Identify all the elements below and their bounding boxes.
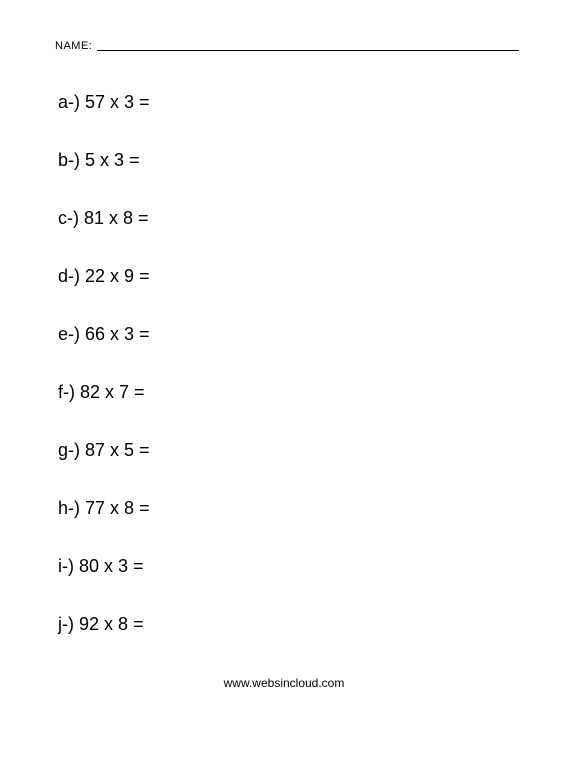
problem-row: d-) 22 x 9 =	[58, 266, 150, 287]
problem-expression: 57 x 3 =	[80, 92, 150, 112]
problem-row: j-) 92 x 8 =	[58, 614, 150, 635]
problem-label: f-)	[58, 382, 75, 402]
problem-row: a-) 57 x 3 =	[58, 92, 150, 113]
problem-label: g-)	[58, 440, 80, 460]
problems-list: a-) 57 x 3 = b-) 5 x 3 = c-) 81 x 8 = d-) 2…	[58, 92, 150, 672]
problem-expression: 77 x 8 =	[80, 498, 150, 518]
problem-expression: 82 x 7 =	[75, 382, 145, 402]
problem-label: c-)	[58, 208, 79, 228]
problem-expression: 87 x 5 =	[80, 440, 150, 460]
problem-row: b-) 5 x 3 =	[58, 150, 150, 171]
problem-row: i-) 80 x 3 =	[58, 556, 150, 577]
name-label: NAME:	[55, 40, 92, 52]
problem-label: i-)	[58, 556, 74, 576]
problem-expression: 5 x 3 =	[80, 150, 140, 170]
problem-row: g-) 87 x 5 =	[58, 440, 150, 461]
problem-expression: 66 x 3 =	[80, 324, 150, 344]
problem-label: a-)	[58, 92, 80, 112]
problem-row: f-) 82 x 7 =	[58, 382, 150, 403]
problem-label: j-)	[58, 614, 74, 634]
problem-expression: 81 x 8 =	[79, 208, 149, 228]
name-underline	[97, 50, 519, 51]
problem-row: h-) 77 x 8 =	[58, 498, 150, 519]
problem-expression: 80 x 3 =	[74, 556, 144, 576]
problem-label: h-)	[58, 498, 80, 518]
problem-expression: 22 x 9 =	[80, 266, 150, 286]
footer-url: www.websincloud.com	[0, 676, 568, 690]
problem-row: e-) 66 x 3 =	[58, 324, 150, 345]
problem-label: e-)	[58, 324, 80, 344]
problem-expression: 92 x 8 =	[74, 614, 144, 634]
problem-row: c-) 81 x 8 =	[58, 208, 150, 229]
problem-label: d-)	[58, 266, 80, 286]
problem-label: b-)	[58, 150, 80, 170]
